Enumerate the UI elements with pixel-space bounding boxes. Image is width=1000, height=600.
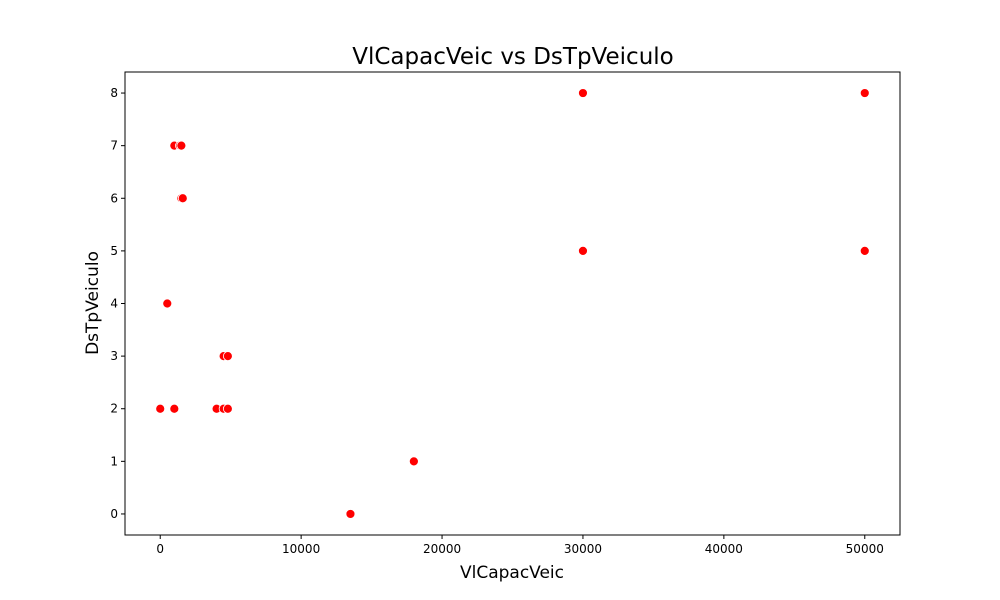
- scatter-point: [176, 140, 187, 151]
- scatter-point: [169, 403, 180, 414]
- scatter-point: [578, 245, 588, 256]
- data-points: [155, 88, 870, 519]
- scatter-point: [222, 403, 233, 414]
- scatter-point: [162, 298, 173, 309]
- chart-title: VlCapacVeic vs DsTpVeiculo: [352, 44, 673, 70]
- scatter-point: [155, 403, 166, 414]
- y-tick-label: 0: [110, 507, 118, 521]
- y-tick-label: 3: [110, 349, 118, 363]
- x-tick-label: 30000: [564, 542, 602, 556]
- scatter-point: [859, 88, 870, 98]
- y-tick-label: 5: [110, 244, 118, 258]
- scatter-point: [177, 193, 188, 204]
- y-tick-label: 4: [110, 297, 118, 311]
- y-axis: 0 1 2 3 4 5 6 7 8: [110, 86, 125, 521]
- y-tick-label: 6: [110, 191, 118, 205]
- scatter-point: [859, 245, 870, 256]
- y-tick-label: 2: [110, 402, 118, 416]
- x-tick-label: 40000: [705, 542, 743, 556]
- scatter-point: [345, 509, 356, 519]
- x-tick-label: 20000: [423, 542, 461, 556]
- x-tick-label: 0: [156, 542, 164, 556]
- x-tick-label: 10000: [282, 542, 320, 556]
- scatter-point: [578, 88, 588, 98]
- y-axis-label: DsTpVeiculo: [83, 251, 103, 355]
- y-tick-label: 8: [110, 86, 118, 100]
- y-tick-label: 1: [110, 454, 118, 468]
- x-axis: 0 10000 20000 30000 40000 50000: [156, 535, 884, 556]
- scatter-point: [408, 456, 419, 467]
- x-axis-label: VlCapacVeic: [460, 563, 564, 583]
- y-tick-label: 7: [110, 139, 118, 153]
- scatter-point: [222, 351, 233, 362]
- plot-area: [124, 71, 901, 536]
- x-tick-label: 50000: [846, 542, 884, 556]
